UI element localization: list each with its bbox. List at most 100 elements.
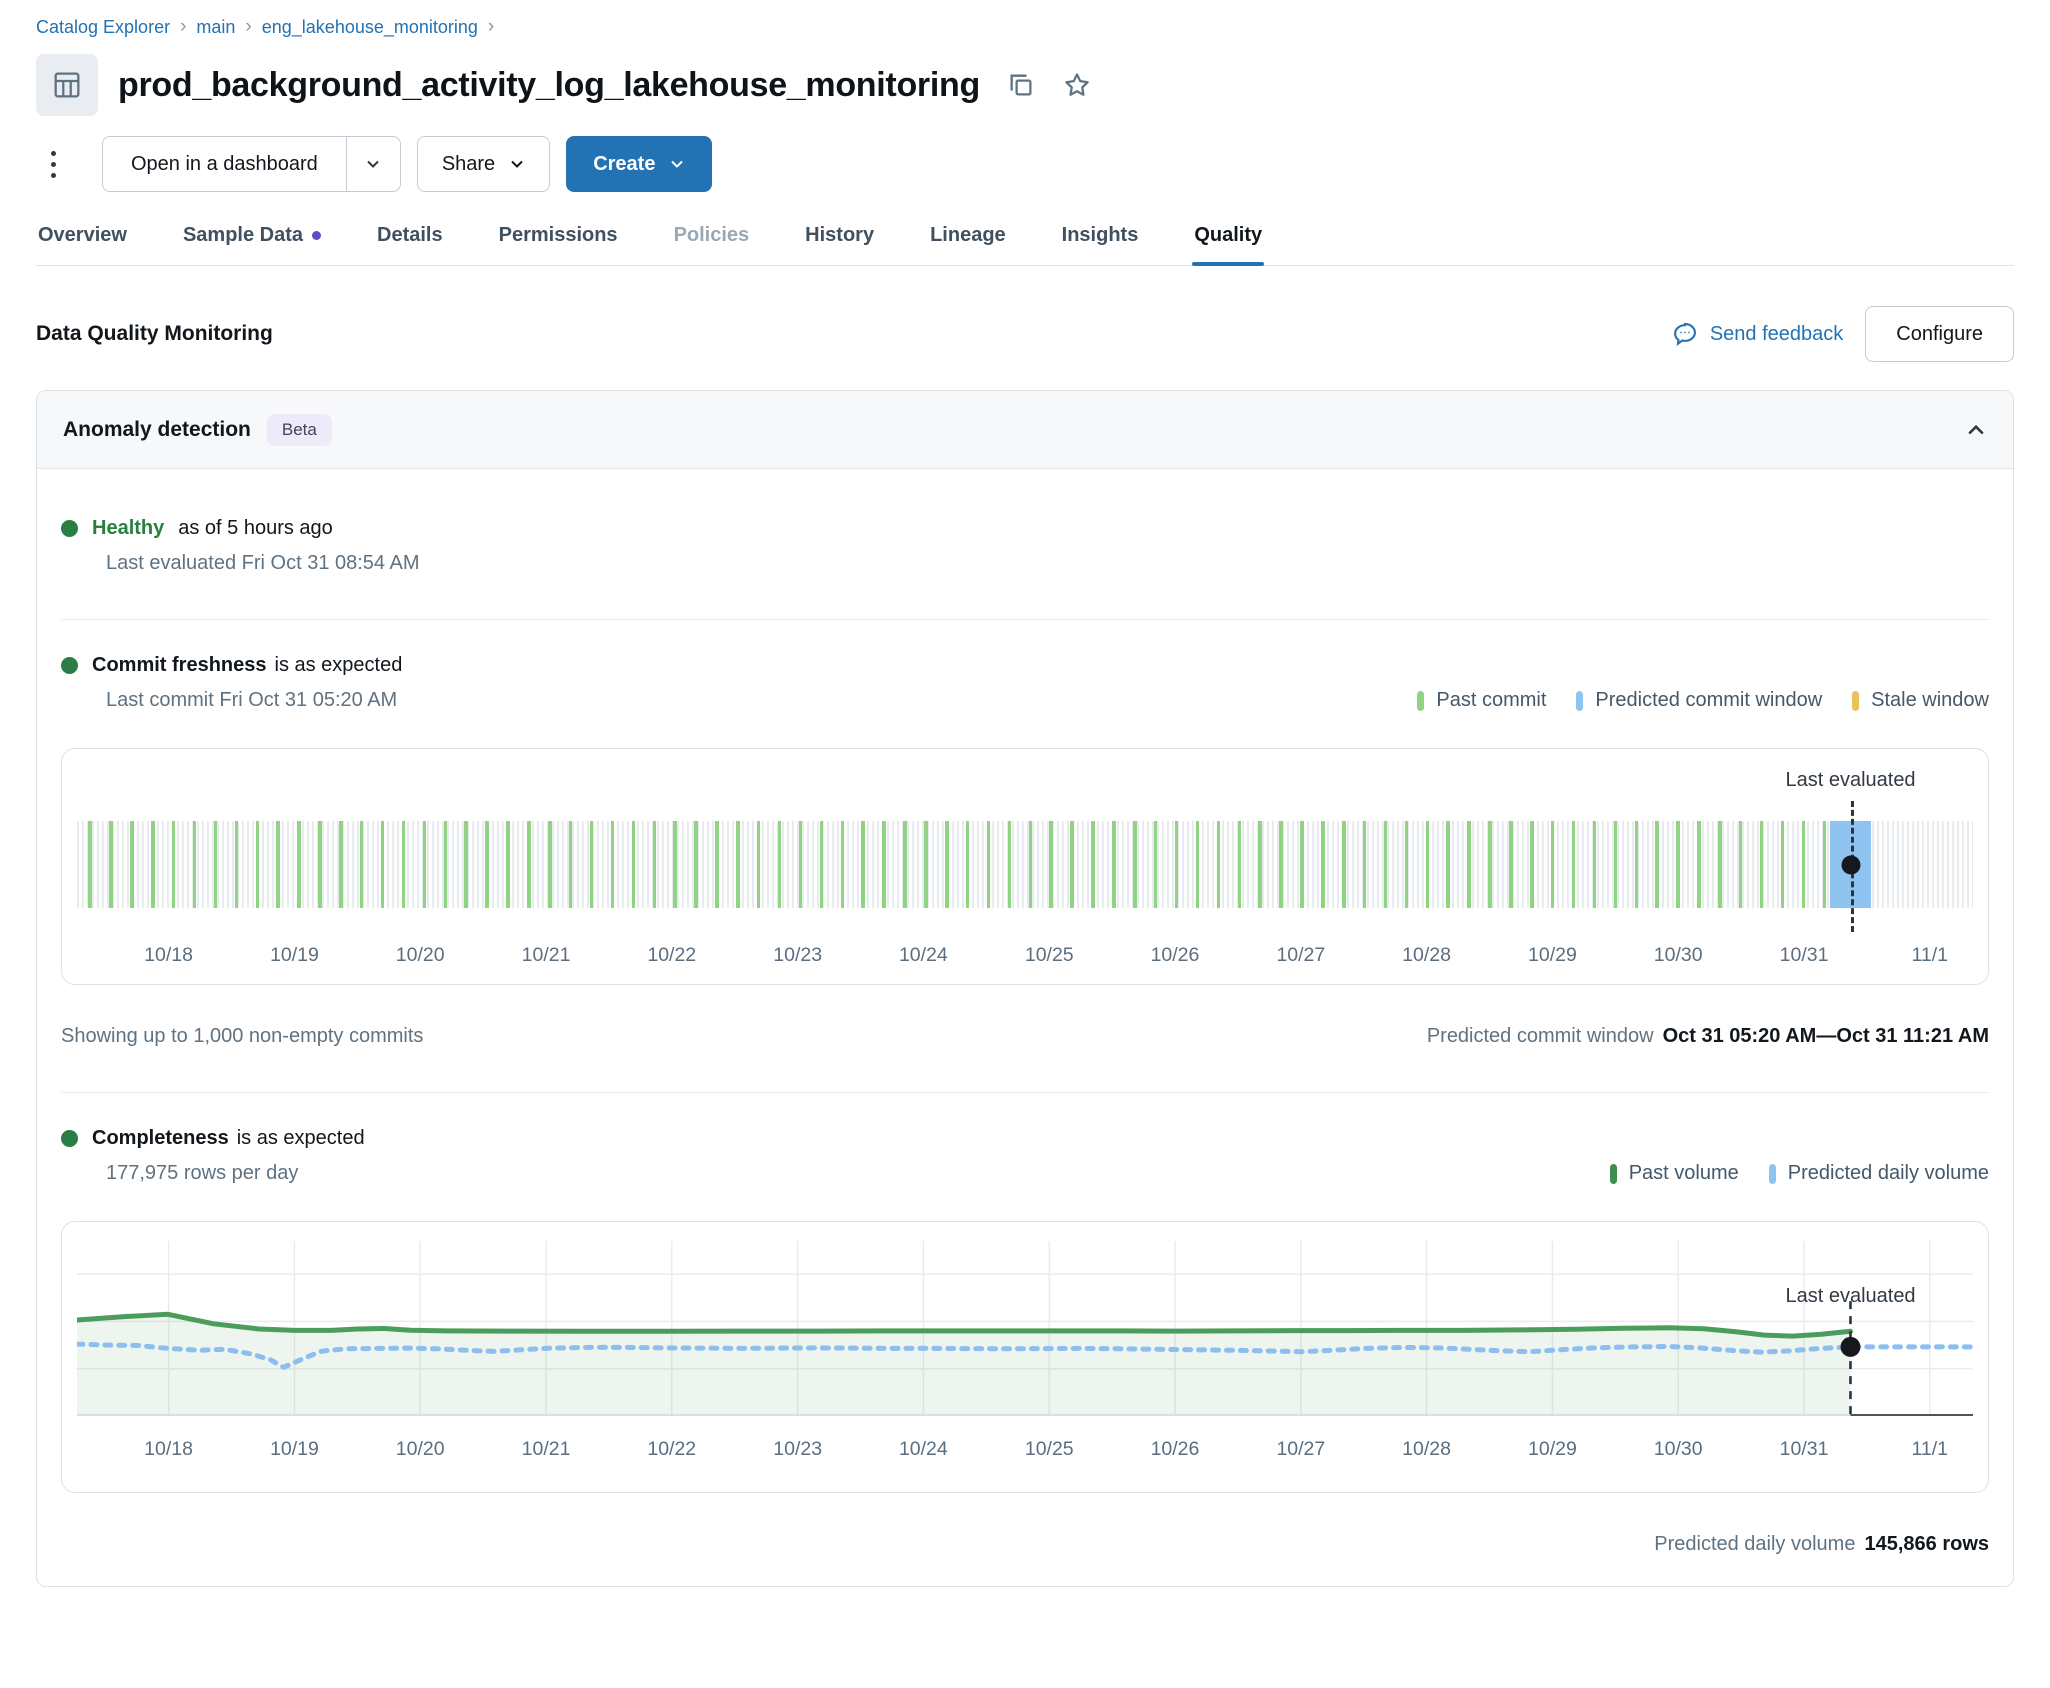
legend-item: Predicted daily volume <box>1769 1162 1989 1185</box>
breadcrumb-link[interactable]: main <box>196 17 235 38</box>
commit-bar <box>1593 821 1597 908</box>
x-axis-tick: 10/31 <box>1780 944 1829 967</box>
tab-insights[interactable]: Insights <box>1060 214 1141 265</box>
x-axis-tick: 10/25 <box>1025 944 1074 967</box>
breadcrumb-link[interactable]: Catalog Explorer <box>36 17 170 38</box>
completeness-x-axis: 10/1810/1910/2010/2110/2210/2310/2410/25… <box>77 1438 1973 1464</box>
completeness-title: Completeness <box>92 1127 229 1150</box>
commit-bar <box>151 821 155 908</box>
commit-bar <box>1008 821 1012 908</box>
x-axis-tick: 10/20 <box>396 944 445 967</box>
commit-bar <box>924 821 928 908</box>
completeness-chart[interactable]: Last evaluated 10/1810/1910/2010/2110/22… <box>61 1221 1989 1493</box>
commit-bar <box>506 821 510 908</box>
commit-bar <box>235 821 239 908</box>
x-axis-tick: 10/21 <box>522 1438 571 1461</box>
title-row: prod_background_activity_log_lakehouse_m… <box>36 54 2014 116</box>
legend-item: Past volume <box>1610 1162 1739 1185</box>
commit-bar <box>590 821 594 908</box>
predicted-window-value: Oct 31 05:20 AM—Oct 31 11:21 AM <box>1663 1025 1989 1048</box>
commit-bar <box>1718 821 1722 908</box>
x-axis-tick: 11/1 <box>1912 944 1949 967</box>
star-icon[interactable] <box>1062 70 1092 100</box>
open-in-dashboard-button[interactable]: Open in a dashboard <box>103 137 346 191</box>
tab-label: Permissions <box>499 224 618 247</box>
configure-button[interactable]: Configure <box>1865 306 2014 362</box>
open-in-dashboard-chevron-button[interactable] <box>346 137 400 191</box>
completeness-status-dot <box>61 1130 78 1147</box>
commit-bar <box>882 821 886 908</box>
breadcrumb-separator: › <box>245 16 251 38</box>
commit-band <box>77 821 1973 908</box>
section-title: Data Quality Monitoring <box>36 322 273 346</box>
commit-bar <box>1802 821 1806 908</box>
commit-bar <box>945 821 949 908</box>
new-indicator-dot <box>312 231 321 240</box>
commit-bar <box>527 821 531 908</box>
tab-lineage[interactable]: Lineage <box>928 214 1008 265</box>
x-axis-tick: 10/18 <box>144 1438 193 1461</box>
commit-bar <box>297 821 301 908</box>
tab-label: History <box>805 224 874 247</box>
last-commit-text: Last commit Fri Oct 31 05:20 AM <box>92 689 402 712</box>
x-axis-tick: 10/25 <box>1025 1438 1074 1461</box>
commit-bar <box>966 821 970 908</box>
anomaly-detection-card: Anomaly detection Beta Healthy as of 5 h… <box>36 390 2014 1587</box>
x-axis-tick: 10/30 <box>1654 944 1703 967</box>
commit-bar <box>402 821 406 908</box>
commit-bar <box>276 821 280 908</box>
breadcrumb-link[interactable]: eng_lakehouse_monitoring <box>262 17 478 38</box>
commit-last-evaluated-annotation: Last evaluated <box>1785 769 1915 792</box>
tab-policies[interactable]: Policies <box>672 214 752 265</box>
commit-bar <box>1781 821 1785 908</box>
commit-freshness-block: Commit freshness is as expected Last com… <box>37 620 2013 1092</box>
actions-row: Open in a dashboard Share Create <box>36 136 2014 192</box>
tab-permissions[interactable]: Permissions <box>497 214 620 265</box>
commit-freshness-chart[interactable]: Last evaluated 10/1810/1910/2010/2110/22… <box>61 748 1989 985</box>
legend-color-mark <box>1769 1164 1776 1184</box>
beta-badge: Beta <box>267 414 332 446</box>
predicted-daily-volume-value: 145,866 rows <box>1864 1533 1989 1556</box>
commit-x-axis: 10/1810/1910/2010/2110/2210/2310/2410/25… <box>77 944 1973 970</box>
x-axis-tick: 10/28 <box>1402 944 1451 967</box>
x-axis-tick: 10/19 <box>270 1438 319 1461</box>
x-axis-tick: 10/19 <box>270 944 319 967</box>
catalog-explorer-page: Catalog Explorer›main›eng_lakehouse_moni… <box>0 0 2050 1587</box>
commit-bar <box>1091 821 1095 908</box>
commit-bar <box>1426 821 1430 908</box>
tab-quality[interactable]: Quality <box>1192 214 1264 265</box>
commit-bar <box>632 821 636 908</box>
tab-details[interactable]: Details <box>375 214 445 265</box>
create-button[interactable]: Create <box>566 136 712 192</box>
tab-overview[interactable]: Overview <box>36 214 129 265</box>
commit-bar <box>1070 821 1074 908</box>
tab-history[interactable]: History <box>803 214 876 265</box>
rows-per-day-text: 177,975 rows per day <box>92 1162 365 1185</box>
commit-bar <box>903 821 907 908</box>
x-axis-tick: 10/23 <box>773 1438 822 1461</box>
legend-color-mark <box>1417 691 1424 711</box>
legend-color-mark <box>1610 1164 1617 1184</box>
commit-suffix: is as expected <box>275 654 403 677</box>
commit-bar <box>611 821 615 908</box>
completeness-legend: Past volume Predicted daily volume <box>1610 1162 1989 1185</box>
commit-bar <box>1530 821 1534 908</box>
x-axis-tick: 10/28 <box>1402 1438 1451 1461</box>
quality-section-header: Data Quality Monitoring Send feedback Co… <box>36 306 2014 362</box>
anomaly-card-header: Anomaly detection Beta <box>37 391 2013 469</box>
copy-icon[interactable] <box>1006 70 1036 100</box>
share-button[interactable]: Share <box>417 136 550 192</box>
tab-label: Overview <box>38 224 127 247</box>
kebab-menu-button[interactable] <box>36 136 70 192</box>
x-axis-tick: 10/24 <box>899 1438 948 1461</box>
completeness-svg <box>77 1241 1973 1416</box>
tab-label: Lineage <box>930 224 1006 247</box>
page-title: prod_background_activity_log_lakehouse_m… <box>118 66 980 105</box>
collapse-chevron-up-icon[interactable] <box>1965 419 1987 441</box>
x-axis-tick: 10/24 <box>899 944 948 967</box>
commit-bar <box>444 821 448 908</box>
legend-label: Past volume <box>1629 1162 1739 1185</box>
tab-sample-data[interactable]: Sample Data <box>181 214 323 265</box>
send-feedback-link[interactable]: Send feedback <box>1671 320 1843 348</box>
commit-bar <box>1217 821 1221 908</box>
